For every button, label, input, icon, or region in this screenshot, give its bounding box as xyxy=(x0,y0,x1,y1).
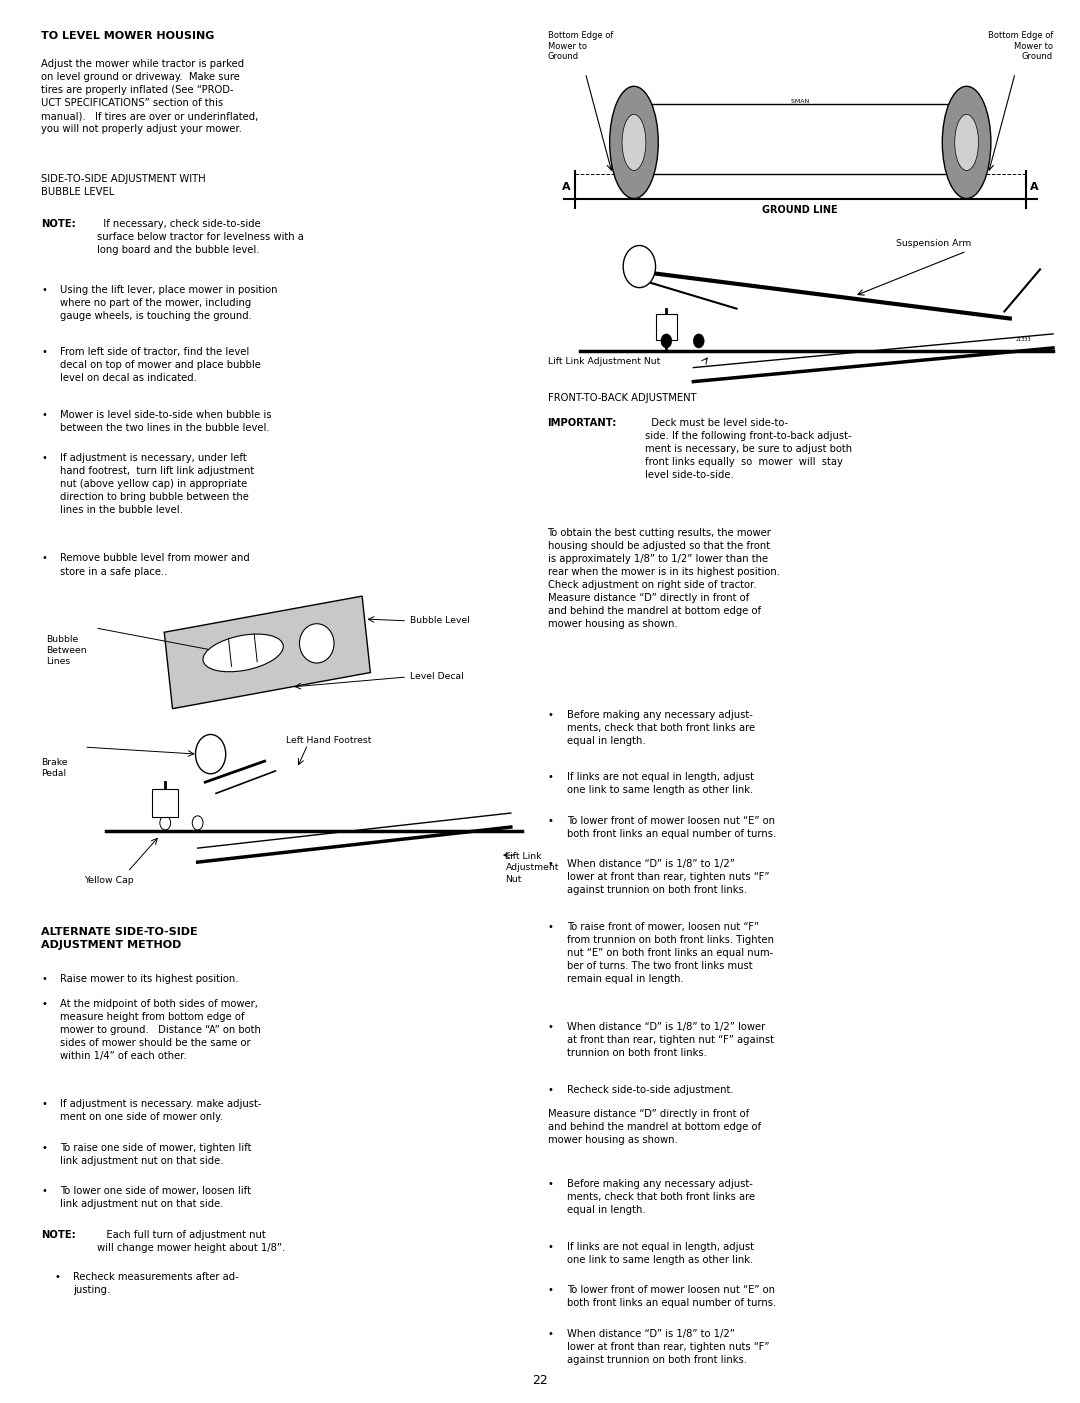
Text: Lift Link Adjustment Nut: Lift Link Adjustment Nut xyxy=(548,358,660,366)
Text: Adjust the mower while tractor is parked
on level ground or driveway.  Make sure: Adjust the mower while tractor is parked… xyxy=(41,59,258,135)
Ellipse shape xyxy=(299,624,334,664)
Text: Remove bubble level from mower and
store in a safe place..: Remove bubble level from mower and store… xyxy=(60,553,251,577)
Text: NOTE:: NOTE: xyxy=(41,219,76,229)
Text: NOTE:: NOTE: xyxy=(41,1230,76,1240)
Text: Deck must be level side-to-
side. If the following front-to-back adjust-
ment is: Deck must be level side-to- side. If the… xyxy=(645,418,852,480)
Text: Measure distance “D” directly in front of
and behind the mandrel at bottom edge : Measure distance “D” directly in front o… xyxy=(548,1108,760,1145)
Text: •: • xyxy=(548,859,553,870)
Text: TO LEVEL MOWER HOUSING: TO LEVEL MOWER HOUSING xyxy=(41,31,215,41)
Ellipse shape xyxy=(955,115,978,170)
Text: •: • xyxy=(41,1143,46,1153)
Text: Bottom Edge of
Mower to
Ground: Bottom Edge of Mower to Ground xyxy=(548,31,613,62)
Text: To raise one side of mower, tighten lift
link adjustment nut on that side.: To raise one side of mower, tighten lift… xyxy=(60,1143,252,1166)
Text: •: • xyxy=(41,453,46,463)
Text: Using the lift lever, place mower in position
where no part of the mower, includ: Using the lift lever, place mower in pos… xyxy=(60,285,278,321)
Ellipse shape xyxy=(942,87,990,198)
Bar xyxy=(618,104,983,174)
Text: •: • xyxy=(548,817,553,826)
Text: Brake
Pedal: Brake Pedal xyxy=(41,759,68,779)
Text: To lower one side of mower, loosen lift
link adjustment nut on that side.: To lower one side of mower, loosen lift … xyxy=(60,1187,252,1209)
Text: To obtain the best cutting results, the mower
housing should be adjusted so that: To obtain the best cutting results, the … xyxy=(548,528,780,629)
Circle shape xyxy=(192,817,203,831)
Text: Bubble Level: Bubble Level xyxy=(410,616,470,626)
Text: Before making any necessary adjust-
ments, check that both front links are
equal: Before making any necessary adjust- ment… xyxy=(567,710,755,746)
Text: •: • xyxy=(548,1021,553,1033)
Bar xyxy=(152,788,178,817)
Text: If adjustment is necessary, under left
hand footrest,  turn lift link adjustment: If adjustment is necessary, under left h… xyxy=(60,453,255,515)
Text: Recheck side-to-side adjustment.: Recheck side-to-side adjustment. xyxy=(567,1085,733,1094)
Text: If adjustment is necessary. make adjust-
ment on one side of mower only.: If adjustment is necessary. make adjust-… xyxy=(60,1100,262,1122)
Text: Recheck measurements after ad-
justing.: Recheck measurements after ad- justing. xyxy=(73,1273,239,1295)
Text: •: • xyxy=(41,348,46,358)
Text: IMPORTANT:: IMPORTANT: xyxy=(548,418,617,428)
Text: A: A xyxy=(1030,182,1039,192)
Text: SMAN: SMAN xyxy=(789,98,811,104)
Text: •: • xyxy=(548,1285,553,1295)
Text: When distance “D” is 1/8” to 1/2”
lower at front than rear, tighten nuts “F”
aga: When distance “D” is 1/8” to 1/2” lower … xyxy=(567,1329,769,1365)
Text: •: • xyxy=(41,285,46,295)
Text: Bottom Edge of
Mower to
Ground: Bottom Edge of Mower to Ground xyxy=(987,31,1053,62)
Text: •: • xyxy=(548,1179,553,1190)
Text: At the midpoint of both sides of mower,
measure height from bottom edge of
mower: At the midpoint of both sides of mower, … xyxy=(60,999,261,1061)
Text: To lower front of mower loosen nut “E” on
both front links an equal number of tu: To lower front of mower loosen nut “E” o… xyxy=(567,817,777,839)
Text: •: • xyxy=(41,1187,46,1197)
Text: When distance “D” is 1/8” to 1/2” lower
at front than rear, tighten nut “F” agai: When distance “D” is 1/8” to 1/2” lower … xyxy=(567,1021,774,1058)
Ellipse shape xyxy=(203,634,283,672)
Text: Left Hand Footrest: Left Hand Footrest xyxy=(286,735,372,745)
Text: To raise front of mower, loosen nut “F”
from trunnion on both front links. Tight: To raise front of mower, loosen nut “F” … xyxy=(567,922,774,984)
Text: •: • xyxy=(41,553,46,564)
Text: 21333: 21333 xyxy=(1016,337,1031,342)
Text: Each full turn of adjustment nut
will change mower height about 1/8”.: Each full turn of adjustment nut will ch… xyxy=(97,1230,285,1253)
Text: •: • xyxy=(548,922,553,932)
Text: ALTERNATE SIDE-TO-SIDE
ADJUSTMENT METHOD: ALTERNATE SIDE-TO-SIDE ADJUSTMENT METHOD xyxy=(41,927,198,950)
Text: •: • xyxy=(548,1085,553,1094)
Text: Raise mower to its highest position.: Raise mower to its highest position. xyxy=(60,975,239,985)
Text: Lift Link
Adjustment
Nut: Lift Link Adjustment Nut xyxy=(505,853,558,884)
Text: SIDE-TO-SIDE ADJUSTMENT WITH
BUBBLE LEVEL: SIDE-TO-SIDE ADJUSTMENT WITH BUBBLE LEVE… xyxy=(41,174,205,196)
Text: •: • xyxy=(41,1100,46,1110)
Ellipse shape xyxy=(622,115,646,170)
Text: If links are not equal in length, adjust
one link to same length as other link.: If links are not equal in length, adjust… xyxy=(567,1242,754,1264)
Text: Level Decal: Level Decal xyxy=(410,672,464,682)
Circle shape xyxy=(160,817,171,831)
Text: •: • xyxy=(41,410,46,419)
Text: Mower is level side-to-side when bubble is
between the two lines in the bubble l: Mower is level side-to-side when bubble … xyxy=(60,410,272,432)
Text: •: • xyxy=(548,1329,553,1338)
Text: Before making any necessary adjust-
ments, check that both front links are
equal: Before making any necessary adjust- ment… xyxy=(567,1179,755,1215)
Text: Bubble
Between
Lines: Bubble Between Lines xyxy=(46,636,87,666)
Text: 22: 22 xyxy=(532,1374,548,1388)
Circle shape xyxy=(195,734,226,774)
Polygon shape xyxy=(164,596,370,709)
Text: A: A xyxy=(562,182,570,192)
Text: When distance “D” is 1/8” to 1/2”
lower at front than rear, tighten nuts “F”
aga: When distance “D” is 1/8” to 1/2” lower … xyxy=(567,859,769,895)
Text: Yellow Cap: Yellow Cap xyxy=(84,875,134,885)
Circle shape xyxy=(623,246,656,288)
Text: FRONT-TO-BACK ADJUSTMENT: FRONT-TO-BACK ADJUSTMENT xyxy=(548,393,697,403)
Circle shape xyxy=(661,334,672,348)
Bar xyxy=(656,314,677,340)
Text: Suspension Arm: Suspension Arm xyxy=(896,240,972,248)
Text: •: • xyxy=(41,999,46,1009)
Text: •: • xyxy=(548,1242,553,1251)
Text: •: • xyxy=(54,1273,59,1282)
Text: If necessary, check side-to-side
surface below tractor for levelness with a
long: If necessary, check side-to-side surface… xyxy=(97,219,305,255)
Text: From left side of tractor, find the level
decal on top of mower and place bubble: From left side of tractor, find the leve… xyxy=(60,348,261,383)
Text: •: • xyxy=(41,975,46,985)
Circle shape xyxy=(693,334,704,348)
Ellipse shape xyxy=(610,87,659,198)
Text: To lower front of mower loosen nut “E” on
both front links an equal number of tu: To lower front of mower loosen nut “E” o… xyxy=(567,1285,777,1308)
Text: If links are not equal in length, adjust
one link to same length as other link.: If links are not equal in length, adjust… xyxy=(567,772,754,796)
Text: •: • xyxy=(548,710,553,720)
Text: •: • xyxy=(548,772,553,783)
Text: GROUND LINE: GROUND LINE xyxy=(762,205,838,215)
